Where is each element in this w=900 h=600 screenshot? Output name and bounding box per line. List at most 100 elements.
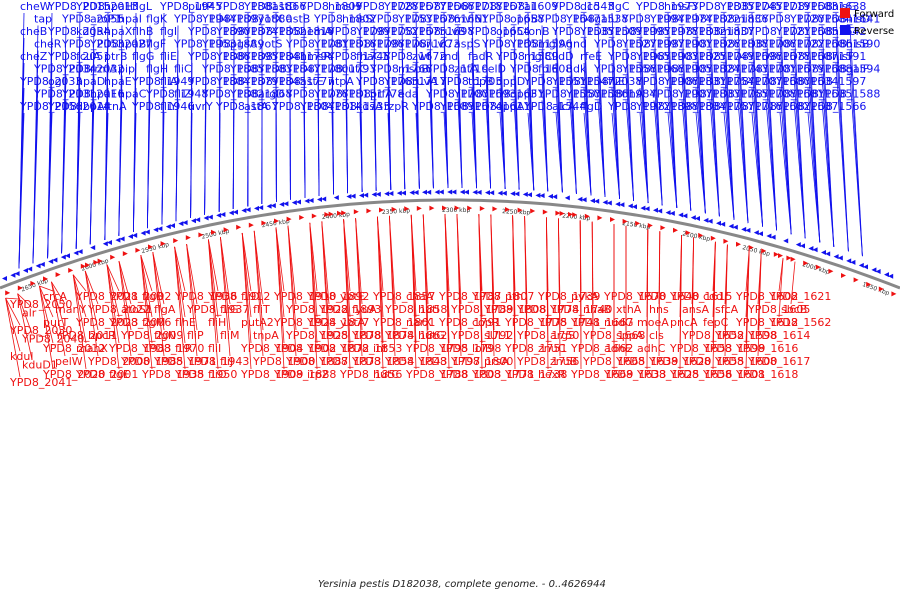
legend-forward-label: Forward: [854, 9, 894, 20]
forward-gene-label: YPD8_1935: [141, 368, 204, 381]
reverse-gene-label: mglA: [538, 38, 567, 51]
reverse-gene-label: flgF: [146, 38, 166, 51]
reverse-gene-label: ruvB: [440, 25, 466, 38]
forward-leader-line: [118, 260, 132, 357]
forward-gene-label: YPD8_1665: [582, 355, 645, 368]
forward-leader-line: [422, 214, 429, 357]
reverse-gene-label: oppA: [496, 100, 525, 113]
forward-gene-label: YPD8_1655: [681, 355, 744, 368]
reverse-gene-label: putP: [188, 0, 213, 13]
reverse-gene-label: YPD8_1597: [803, 75, 866, 88]
reverse-gene-arrow: [745, 227, 751, 233]
reverse-gene-label: YPD8_1550: [537, 88, 600, 101]
forward-gene-arrow: [505, 206, 510, 212]
reverse-gene-label: YPD8_2015: [47, 0, 110, 13]
reverse-gene-label: YPD8_2013: [75, 0, 138, 13]
reverse-gene-label: ruvC: [426, 38, 452, 51]
reverse-gene-label: YPD8_1634: [775, 75, 838, 88]
forward-leader-line: [287, 225, 297, 357]
reverse-gene-label: ruvA: [412, 75, 438, 88]
forward-gene-label: pelW: [55, 355, 83, 368]
reverse-leader-line: [147, 100, 151, 229]
reverse-gene-arrow: [270, 203, 276, 209]
reverse-gene-arrow: [497, 190, 503, 196]
forward-gene-arrow: [778, 253, 783, 259]
reverse-gene-label: YPD8_1883: [229, 63, 292, 76]
forward-gene-arrow: [30, 280, 36, 286]
forward-gene-label: YPD8_1620: [648, 355, 711, 368]
reverse-gene-arrow: [77, 249, 83, 255]
forward-gene-arrow: [597, 215, 603, 221]
forward-gene-label: YPD8_1751: [504, 342, 567, 355]
forward-gene-label: fliM: [220, 329, 239, 342]
reverse-gene-label: udk: [566, 63, 587, 76]
forward-gene-label: YPD8_1922: [285, 303, 348, 316]
forward-gene-label: YPD8_2030: [9, 324, 72, 337]
reverse-gene-label: rzpR: [384, 100, 409, 113]
forward-gene-arrow: [261, 220, 267, 226]
reverse-gene-label: YPD8_1566: [803, 100, 866, 113]
reverse-leader-line: [118, 100, 123, 236]
forward-gene-label: atoS1: [121, 303, 153, 316]
forward-gene-label: YPD8_1971: [153, 355, 216, 368]
forward-gene-label: YPD8_1640: [636, 290, 699, 303]
reverse-gene-label: hmsR: [300, 50, 331, 63]
reverse-gene-label: YPD8_1586: [565, 88, 628, 101]
reverse-gene-label: YPD8_1728: [355, 0, 418, 13]
reverse-gene-label: dbpA: [76, 100, 105, 113]
reverse-gene-label: kdgR: [76, 25, 104, 38]
reverse-gene-arrow: [758, 231, 763, 237]
reverse-gene-arrow: [665, 210, 671, 216]
forward-gene-label: YPD8_2002: [108, 290, 171, 303]
reverse-gene-arrow: [552, 194, 558, 200]
forward-gene-arrow: [286, 216, 292, 222]
reverse-gene-arrow: [128, 233, 133, 239]
reverse-gene-label: YPD8_1551: [523, 75, 586, 88]
forward-leader-line: [691, 237, 694, 357]
forward-gene-arrow: [85, 262, 90, 268]
reverse-gene-arrow: [732, 224, 738, 230]
forward-leader-line: [377, 216, 384, 370]
forward-leader-line: [174, 246, 186, 370]
reverse-gene-arrow: [606, 200, 612, 206]
reverse-gene-label: YPD8_1752: [355, 25, 418, 38]
reverse-gene-label: pip: [118, 63, 135, 76]
reverse-leader-line: [513, 100, 520, 190]
forward-gene-label: sbcB: [781, 303, 807, 316]
reverse-gene-label: YPD8_1799: [327, 25, 390, 38]
forward-leader-line: [51, 281, 66, 357]
forward-gene-label: YPD8_1909: [240, 368, 303, 381]
forward-gene-arrow: [68, 267, 74, 273]
forward-gene-label: hexR: [538, 368, 566, 381]
reverse-gene-label: YPD8_1753: [369, 13, 432, 26]
reverse-gene-arrow: [682, 213, 688, 219]
reverse-gene-label: YPD8_1638: [803, 0, 866, 13]
forward-gene-label: YPD8_1970: [141, 342, 204, 355]
forward-leader-line: [72, 274, 87, 370]
reverse-gene-arrow: [279, 201, 285, 207]
reverse-gene-label: minD: [720, 25, 749, 38]
reverse-gene-arrow: [182, 220, 188, 226]
reverse-gene-label: YPD8_1868: [229, 88, 292, 101]
reverse-gene-arrow: [283, 201, 289, 207]
forward-leader-line: [646, 229, 649, 370]
reverse-leader-line: [485, 100, 491, 189]
forward-gene-label: fliO: [208, 368, 227, 381]
forward-leader-line: [17, 293, 33, 360]
forward-leader-line: [72, 274, 87, 318]
forward-gene-label: sUL1: [484, 329, 511, 342]
forward-gene-label: YPD8_1600: [714, 355, 777, 368]
forward-leader-line: [712, 241, 716, 370]
forward-gene-label: YPD8_1873: [318, 355, 381, 368]
forward-gene-arrow: [135, 247, 141, 253]
reverse-gene-label: YPD8_1687: [775, 50, 838, 63]
reverse-gene-label: YPD8_1721: [747, 25, 810, 38]
reverse-gene-label: YPD8_1608: [509, 63, 572, 76]
forward-gene-label: YPD8_1669: [570, 368, 633, 381]
reverse-gene-label: YPD8_1997: [621, 38, 684, 51]
forward-gene-label: copR: [472, 316, 500, 329]
reverse-gene-label: fihA: [622, 88, 644, 101]
forward-gene-label: fliD: [241, 290, 259, 303]
forward-gene-label: YPD8_1800: [450, 355, 513, 368]
reverse-gene-label: YPD8_1527: [593, 38, 656, 51]
